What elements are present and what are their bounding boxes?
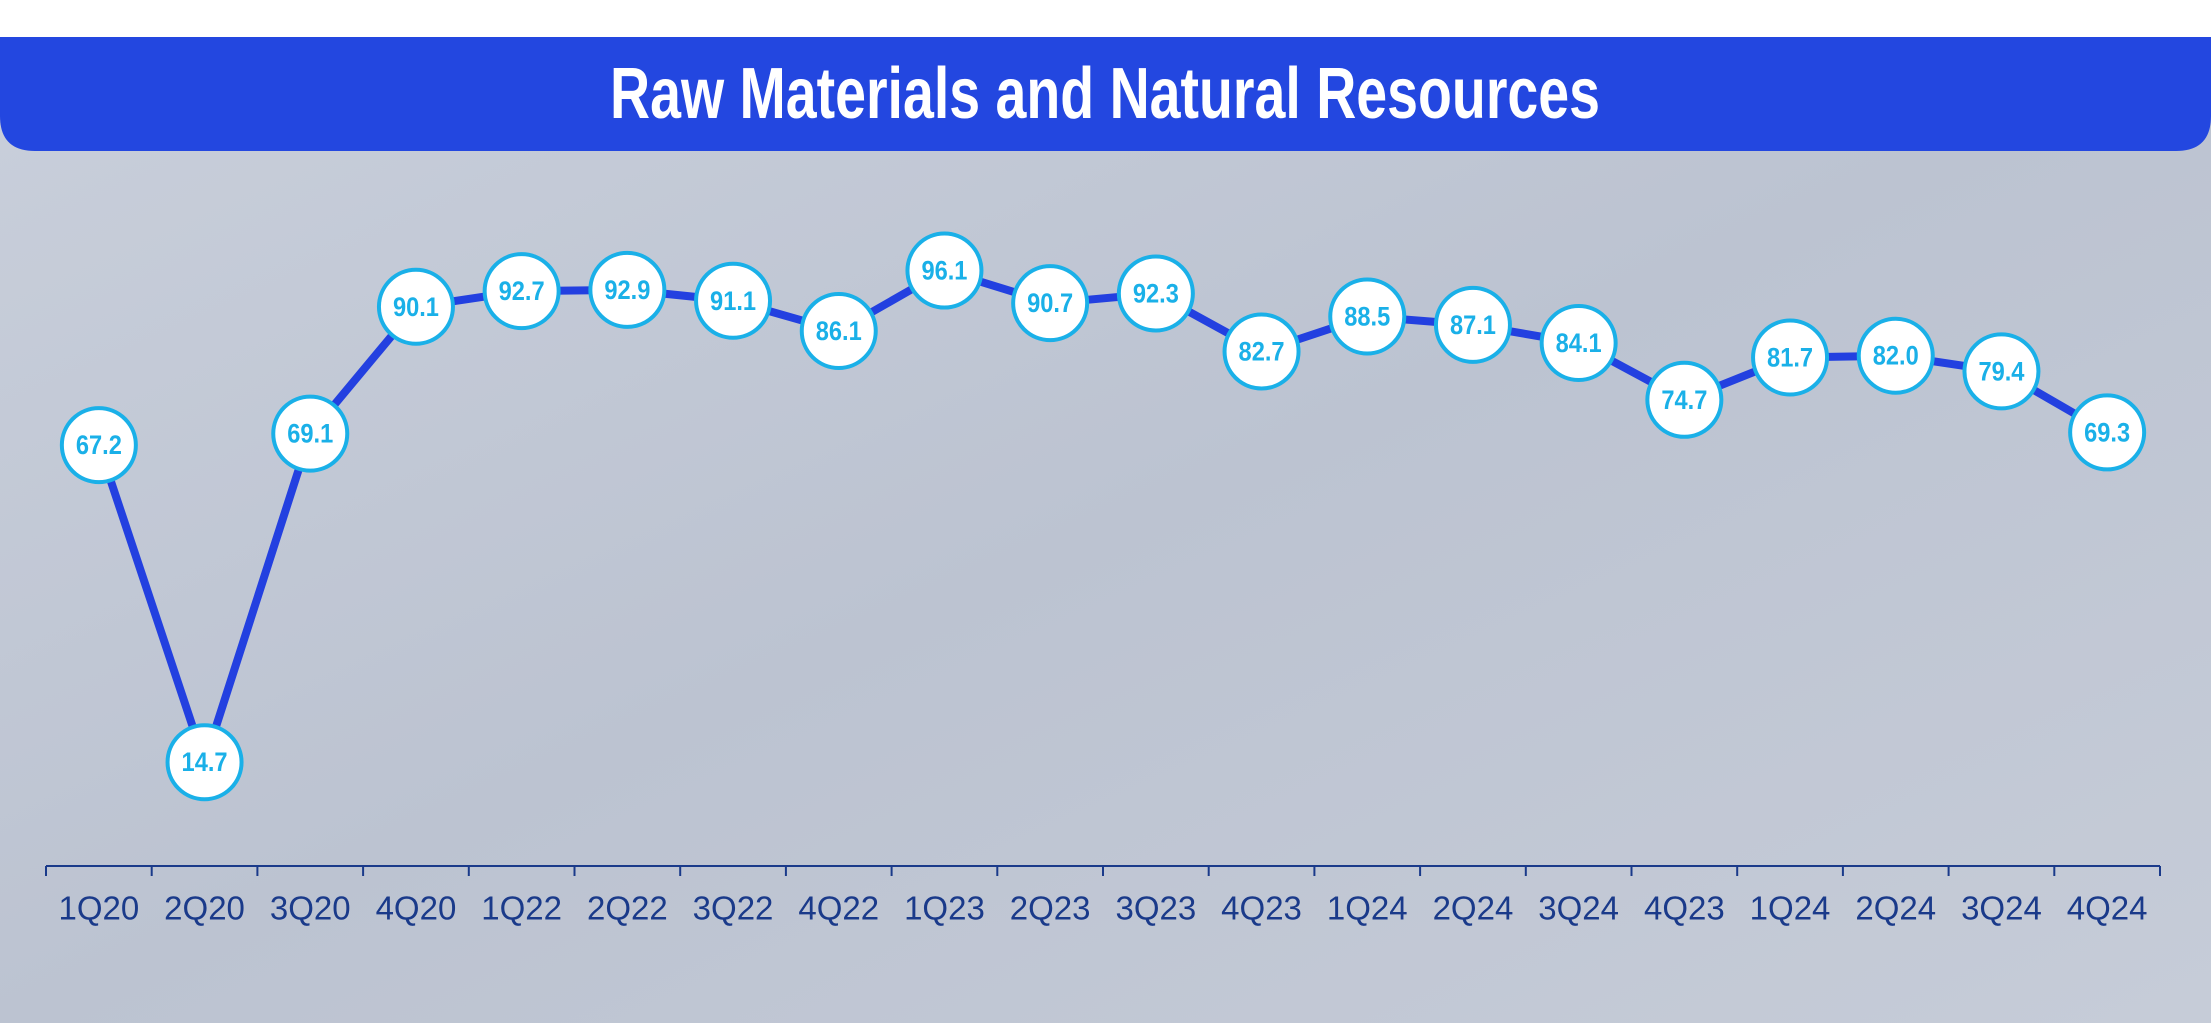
data-label: 84.1: [1556, 328, 1602, 358]
data-point: [165, 723, 244, 802]
data-point: [376, 267, 455, 346]
data-point: [1962, 332, 2041, 411]
x-tick-label: 2Q24: [1433, 890, 1514, 927]
data-point: [694, 261, 773, 340]
data-label: 91.1: [710, 286, 756, 316]
data-point: [588, 250, 667, 329]
data-label: 82.7: [1239, 336, 1285, 366]
data-point: [905, 231, 984, 310]
data-point: [2068, 393, 2147, 472]
data-point: [1539, 304, 1618, 383]
data-label: 74.7: [1661, 385, 1707, 415]
data-point: [482, 252, 561, 331]
data-point: [799, 291, 878, 370]
x-tick-label: 3Q23: [1115, 890, 1196, 927]
data-label: 67.2: [76, 430, 122, 460]
x-tick-label: 4Q20: [376, 890, 457, 927]
x-tick-label: 4Q24: [2067, 890, 2148, 927]
data-point: [1116, 254, 1195, 333]
x-tick-label: 2Q20: [164, 890, 245, 927]
data-point: [1751, 318, 1830, 397]
data-point: [1222, 312, 1301, 391]
x-tick-label: 4Q23: [1644, 890, 1725, 927]
x-tick-label: 2Q23: [1010, 890, 1091, 927]
x-tick-label: 3Q24: [1538, 890, 1619, 927]
rock-background: [0, 37, 2211, 1023]
data-point: [59, 406, 138, 485]
x-tick-label: 1Q24: [1750, 890, 1831, 927]
data-label: 87.1: [1450, 310, 1496, 340]
data-point: [1328, 277, 1407, 356]
x-tick-label: 2Q24: [1855, 890, 1936, 927]
data-point: [1433, 285, 1512, 364]
data-point: [1011, 264, 1090, 343]
x-tick-label: 3Q22: [693, 890, 774, 927]
data-label: 90.7: [1027, 288, 1073, 318]
x-tick-label: 2Q22: [587, 890, 668, 927]
chart-title: Raw Materials and Natural Resources: [610, 54, 1600, 134]
data-label: 92.9: [604, 275, 650, 305]
x-tick-label: 1Q24: [1327, 890, 1408, 927]
data-label: 96.1: [921, 256, 967, 286]
x-tick-label: 3Q20: [270, 890, 351, 927]
data-point: [1645, 360, 1724, 439]
data-label: 69.3: [2084, 417, 2130, 447]
data-point: [1856, 316, 1935, 395]
x-tick-label: 1Q23: [904, 890, 985, 927]
x-tick-label: 1Q20: [58, 890, 139, 927]
title-bar: [0, 37, 2211, 151]
data-label: 92.3: [1133, 279, 1179, 309]
data-label: 81.7: [1767, 343, 1813, 373]
data-label: 90.1: [393, 292, 439, 322]
data-label: 79.4: [1978, 356, 2024, 386]
data-label: 88.5: [1344, 301, 1390, 331]
x-tick-label: 1Q22: [481, 890, 562, 927]
data-point: [271, 394, 350, 473]
data-label: 82.0: [1873, 341, 1919, 371]
data-label: 92.7: [499, 276, 545, 306]
data-label: 14.7: [182, 747, 228, 777]
data-label: 69.1: [287, 419, 333, 449]
data-label: 86.1: [816, 316, 862, 346]
x-tick-label: 4Q22: [798, 890, 879, 927]
x-tick-label: 4Q23: [1221, 890, 1302, 927]
x-tick-label: 3Q24: [1961, 890, 2042, 927]
